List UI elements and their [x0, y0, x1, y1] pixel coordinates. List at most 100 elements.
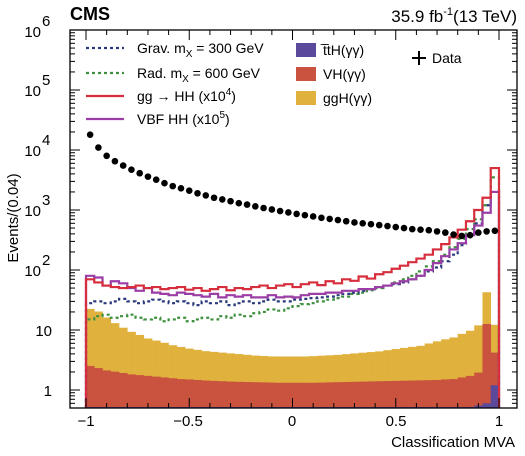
data-point: [442, 229, 449, 236]
ggh-bin: [209, 351, 219, 408]
vh-bin: [275, 382, 285, 408]
data-point: [235, 199, 243, 207]
y-tick-label: 10: [24, 24, 41, 41]
x-tick-label: 0.5: [386, 413, 407, 430]
y-tick-label: 10: [24, 203, 41, 220]
data-point: [425, 226, 433, 234]
vh-bin: [465, 375, 475, 408]
legend-vbfhh-label: VBF HH (x105): [137, 110, 230, 127]
vh-bin: [127, 374, 136, 408]
luminosity-label: 35.9 fb-1(13 TeV): [391, 6, 517, 26]
legend-tth-label: t̅tH(γγ): [320, 42, 364, 58]
y-axis-label: Events/(0.04): [5, 173, 22, 262]
data-point: [285, 209, 292, 216]
ggh-bin: [152, 340, 161, 408]
x-axis-label: Classification MVA: [391, 434, 515, 451]
vh-bin: [193, 379, 202, 408]
signal-step-histograms: [84, 166, 501, 408]
vh-bin: [267, 382, 277, 408]
legend-data-label: Data: [432, 50, 462, 66]
legend: Grav. mX = 300 GeV Rad. mX = 600 GeV gg …: [86, 40, 462, 127]
vh-bin: [432, 379, 442, 408]
data-point: [483, 228, 490, 235]
ggh-bin: [226, 353, 235, 408]
ggh-bin: [168, 345, 178, 408]
ggh-bin: [201, 351, 211, 408]
y-tick-exp: 4: [42, 132, 50, 149]
ggh-bin: [383, 350, 392, 408]
ggh-bin: [251, 355, 260, 408]
data-point: [351, 219, 358, 226]
ggh-bin: [185, 348, 194, 408]
axis-ticks: [70, 29, 517, 408]
gghh-step-line: [84, 166, 501, 408]
vh-bin: [482, 323, 492, 408]
data-point: [144, 173, 152, 180]
data-point: [268, 206, 276, 213]
y-tick-exp: 2: [42, 252, 50, 269]
x-tick-label: 0: [288, 413, 296, 430]
data-point: [260, 204, 267, 212]
ggh-bin: [94, 311, 103, 408]
data-point: [210, 194, 218, 202]
legend-gghh-label: gg → HH (x104): [137, 87, 236, 104]
vh-bin: [399, 380, 409, 408]
ggh-bin: [218, 352, 227, 408]
tth-bin: [482, 403, 492, 408]
data-points: [86, 131, 499, 240]
legend-ggh-label: ggH(γγ): [323, 90, 372, 106]
data-point: [309, 213, 317, 220]
legend-grav-label: Grav. mX = 300 GeV: [137, 40, 264, 60]
data-point: [202, 192, 210, 199]
ggh-bin: [408, 346, 417, 408]
vh-bin: [135, 375, 145, 408]
tth-bin: [490, 385, 500, 408]
vh-bin: [350, 381, 359, 408]
vh-bin: [490, 352, 500, 408]
x-tick-label: −0.5: [173, 413, 203, 430]
data-point: [136, 169, 143, 177]
vh-bin: [176, 379, 186, 408]
data-point: [169, 182, 177, 190]
vh-bin: [94, 368, 103, 408]
vh-bin: [416, 380, 425, 408]
vh-bin: [259, 382, 269, 408]
vh-bin: [209, 380, 219, 408]
data-point: [185, 187, 193, 194]
ggh-bin: [325, 355, 335, 408]
ggh-bin: [110, 323, 120, 408]
data-point: [86, 131, 94, 138]
ggh-bin: [234, 354, 244, 408]
ggh-bin: [457, 333, 467, 408]
data-point: [161, 179, 168, 187]
ggh-bin: [441, 339, 450, 408]
data-point: [95, 144, 102, 151]
ggh-bin: [424, 343, 434, 408]
vh-bin: [251, 382, 260, 408]
vh-bin: [110, 371, 120, 408]
legend-ggh-swatch: [296, 91, 316, 105]
data-point: [177, 185, 185, 192]
vh-bin: [333, 382, 343, 408]
ggh-bin: [160, 342, 169, 408]
data-point: [458, 232, 466, 240]
ggh-bin: [432, 341, 442, 408]
experiment-label: CMS: [70, 4, 110, 24]
y-tick-exp: 3: [42, 192, 50, 209]
vh-bin: [449, 379, 458, 408]
vh-bin: [102, 370, 112, 408]
legend-rad-label: Rad. mX = 600 GeV: [137, 65, 261, 85]
ggh-bin: [242, 354, 252, 408]
vh-bin: [408, 380, 417, 408]
vh-bin: [424, 380, 434, 408]
vh-bin: [309, 382, 318, 408]
legend-vh-swatch: [296, 67, 316, 81]
ggh-bin: [309, 356, 318, 408]
vh-bin: [226, 381, 235, 408]
vh-bin: [292, 382, 302, 408]
vh-bin: [284, 382, 293, 408]
vh-bin: [366, 381, 376, 408]
y-tick-exp: 6: [42, 13, 50, 30]
data-point: [293, 210, 300, 218]
vh-bin: [474, 372, 483, 408]
